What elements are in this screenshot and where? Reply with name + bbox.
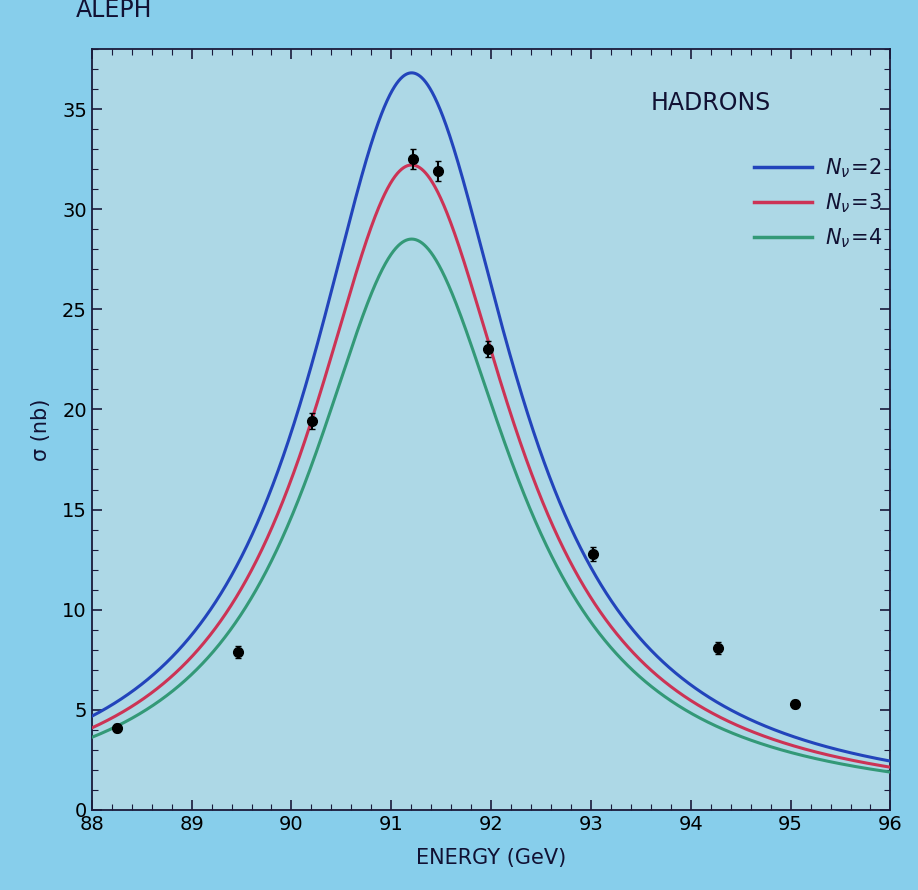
Legend: $N_\nu\!=\!2$, $N_\nu\!=\!3$, $N_\nu\!=\!4$: $N_\nu\!=\!2$, $N_\nu\!=\!3$, $N_\nu\!=\… xyxy=(745,148,890,258)
Text: ALEPH: ALEPH xyxy=(76,0,152,22)
X-axis label: ENERGY (GeV): ENERGY (GeV) xyxy=(416,847,566,868)
Y-axis label: σ (nb): σ (nb) xyxy=(31,398,51,461)
Text: HADRONS: HADRONS xyxy=(651,91,771,115)
